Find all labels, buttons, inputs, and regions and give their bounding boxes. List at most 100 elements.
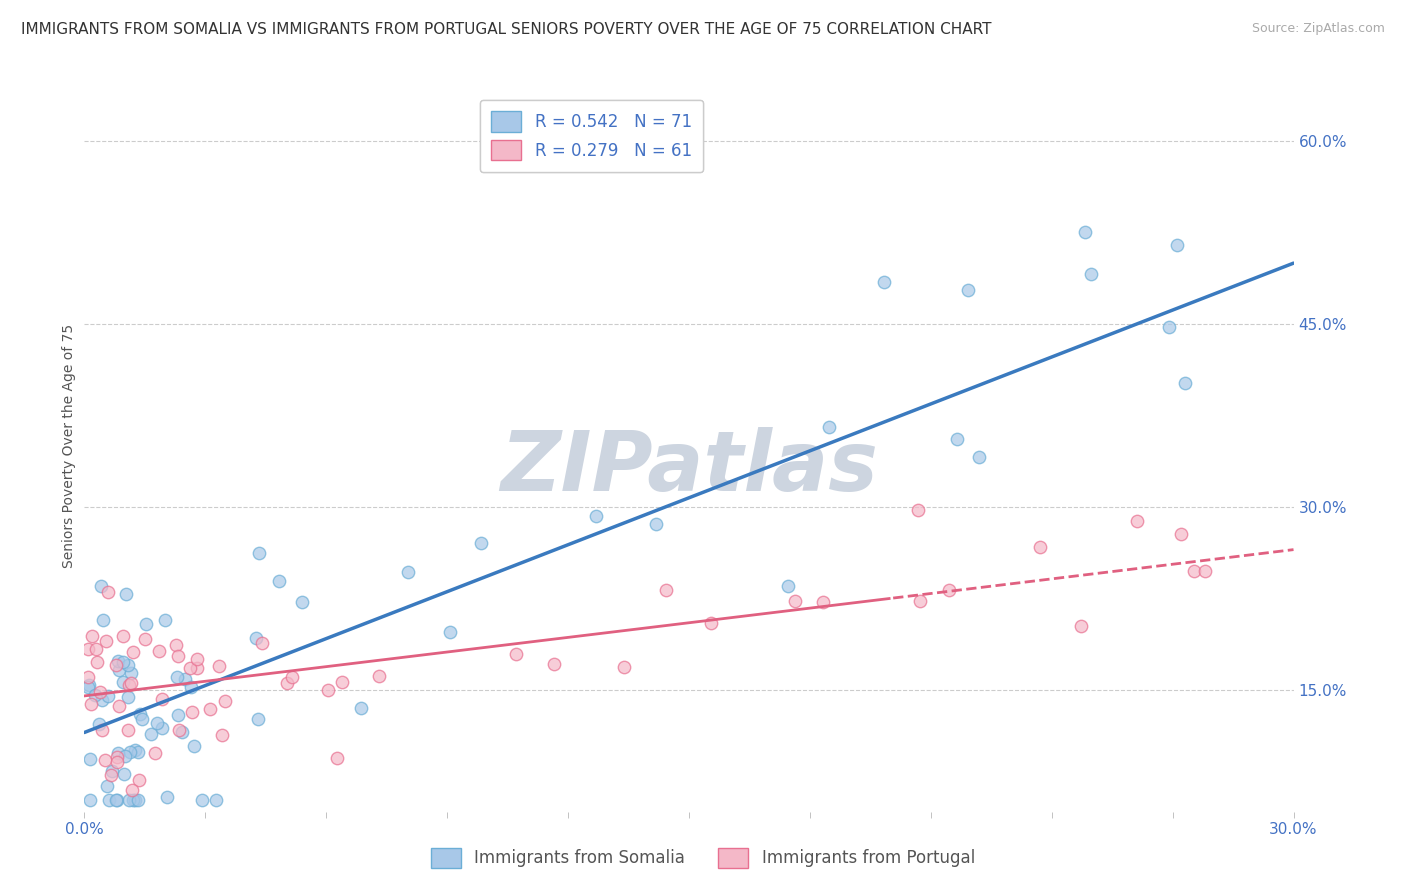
Point (191, 792, 214, 806)
Point (291, 595, 314, 609)
Text: Source: ZipAtlas.com: Source: ZipAtlas.com (1251, 22, 1385, 36)
Point (1028, 540, 1050, 554)
Point (873, 275, 896, 289)
Point (247, 546, 270, 560)
Point (166, 648, 188, 663)
Point (316, 682, 339, 697)
Point (118, 678, 141, 692)
Legend: Immigrants from Somalia, Immigrants from Portugal: Immigrants from Somalia, Immigrants from… (425, 841, 981, 875)
Point (1182, 564, 1205, 578)
Point (100, 764, 122, 778)
Point (96, 780, 118, 794)
Point (1080, 267, 1102, 281)
Point (956, 283, 979, 297)
Point (77, 641, 100, 656)
Point (198, 701, 221, 715)
Point (118, 792, 141, 806)
Point (211, 728, 233, 742)
Point (180, 680, 202, 694)
Point (111, 675, 134, 690)
Point (150, 692, 173, 706)
Point (98, 792, 121, 806)
Point (396, 565, 419, 579)
Point (124, 743, 146, 757)
Point (699, 615, 721, 630)
Point (165, 638, 187, 652)
Point (785, 594, 807, 608)
Point (908, 594, 931, 608)
Point (107, 699, 129, 714)
Point (135, 617, 157, 632)
Point (90, 579, 112, 593)
Point (214, 693, 236, 707)
Point (77, 680, 100, 694)
Point (79, 752, 101, 766)
Point (276, 675, 298, 690)
Point (1070, 619, 1092, 633)
Point (112, 655, 135, 669)
Point (127, 792, 149, 806)
Point (83, 688, 105, 702)
Legend: R = 0.542   N = 71, R = 0.279   N = 61: R = 0.542 N = 71, R = 0.279 N = 61 (479, 100, 703, 172)
Point (122, 644, 145, 658)
Point (121, 783, 143, 797)
Point (186, 652, 208, 666)
Point (97, 585, 120, 599)
Point (818, 420, 841, 434)
Point (505, 648, 527, 662)
Point (1170, 527, 1192, 541)
Point (114, 748, 136, 763)
Point (90, 693, 112, 707)
Point (247, 712, 270, 726)
Point (946, 432, 969, 446)
Point (105, 657, 128, 672)
Point (166, 669, 188, 683)
Text: IMMIGRANTS FROM SOMALIA VS IMMIGRANTS FROM PORTUGAL SENIORS POVERTY OVER THE AGE: IMMIGRANTS FROM SOMALIA VS IMMIGRANTS FR… (21, 22, 991, 37)
Point (907, 503, 929, 517)
Point (112, 767, 135, 781)
Point (205, 792, 228, 806)
Point (181, 705, 204, 719)
Point (938, 583, 960, 598)
Point (107, 747, 129, 761)
Point (330, 675, 353, 690)
Point (967, 450, 990, 464)
Point (776, 579, 799, 593)
Point (811, 595, 834, 609)
Text: ZIPatlas: ZIPatlas (501, 427, 877, 508)
Point (128, 772, 150, 787)
Point (156, 790, 179, 805)
Point (655, 583, 678, 598)
Point (79, 678, 101, 692)
Point (167, 723, 190, 738)
Point (122, 792, 145, 806)
Point (148, 644, 170, 658)
Point (89, 685, 111, 699)
Point (1174, 376, 1197, 391)
Point (1166, 238, 1188, 252)
Point (439, 625, 461, 640)
Point (93, 613, 115, 627)
Point (80, 628, 103, 642)
Point (208, 659, 231, 673)
Point (91, 723, 114, 738)
Point (146, 716, 169, 731)
Point (115, 587, 138, 601)
Point (120, 745, 142, 759)
Point (1157, 320, 1180, 334)
Point (174, 672, 197, 686)
Point (245, 631, 267, 645)
Point (186, 660, 208, 674)
Point (105, 749, 128, 764)
Point (281, 670, 304, 684)
Point (94, 633, 117, 648)
Y-axis label: Seniors Poverty Over the Age of 75: Seniors Poverty Over the Age of 75 (62, 324, 76, 568)
Point (179, 661, 201, 675)
Point (543, 657, 565, 672)
Point (585, 509, 607, 524)
Point (104, 792, 127, 806)
Point (100, 768, 122, 782)
Point (86, 655, 108, 669)
Point (613, 659, 636, 673)
Point (1194, 565, 1216, 579)
